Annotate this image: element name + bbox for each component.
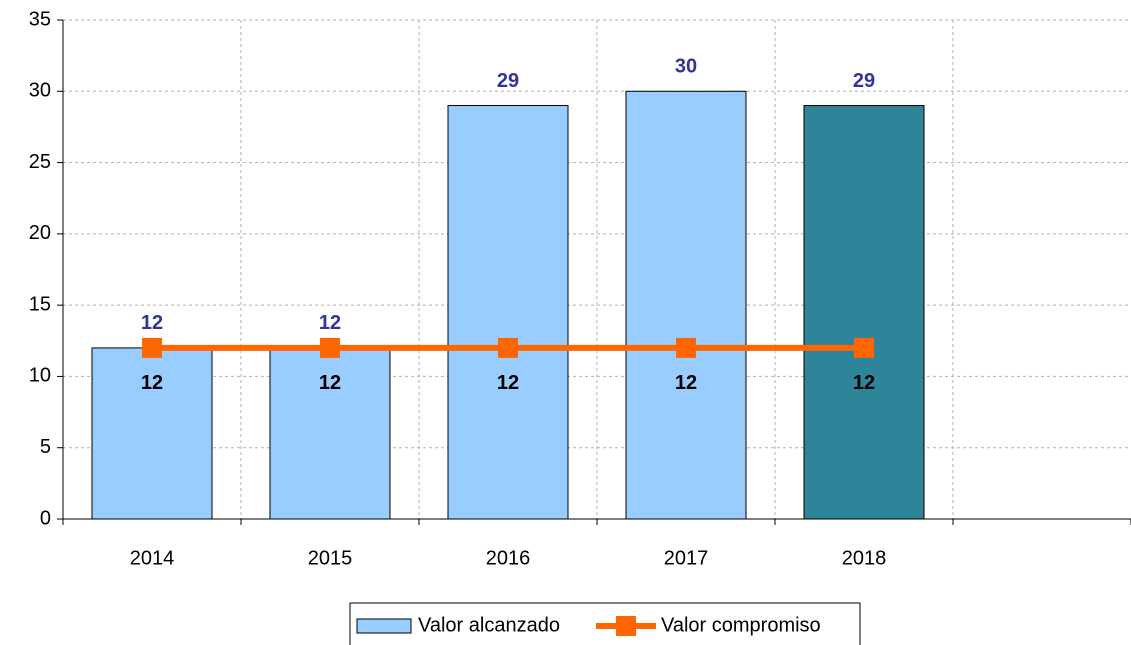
line-marker — [676, 337, 696, 358]
legend-label: Valor alcanzado — [418, 614, 560, 636]
y-tick-label: 25 — [29, 151, 51, 173]
y-tick-label: 10 — [29, 365, 51, 387]
bar-value-label: 29 — [853, 70, 875, 92]
bar — [625, 90, 747, 520]
bar-value-label: 12 — [319, 312, 341, 334]
line-marker — [320, 337, 340, 358]
bar — [269, 347, 391, 520]
legend-swatch — [356, 618, 412, 634]
legend-marker — [616, 616, 636, 636]
x-tick-label: 2017 — [664, 547, 709, 569]
x-tick-label: 2014 — [130, 547, 175, 569]
line-marker — [498, 337, 518, 358]
bar — [803, 105, 925, 520]
y-tick-label: 30 — [29, 80, 51, 102]
line-marker — [142, 337, 162, 358]
x-tick-label: 2016 — [486, 547, 531, 569]
x-tick-label: 2018 — [842, 547, 887, 569]
y-tick-label: 35 — [29, 8, 51, 30]
x-tick-label: 2015 — [308, 547, 353, 569]
line-value-label: 12 — [319, 372, 341, 394]
line-value-label: 12 — [141, 372, 163, 394]
line-value-label: 12 — [497, 372, 519, 394]
y-tick-label: 0 — [40, 507, 51, 529]
line-value-label: 12 — [675, 372, 697, 394]
bar — [447, 105, 569, 520]
legend-label: Valor compromiso — [661, 614, 821, 636]
line-value-label: 12 — [853, 372, 875, 394]
bar — [91, 347, 213, 520]
bar-value-label: 29 — [497, 70, 519, 92]
y-tick-label: 15 — [29, 293, 51, 315]
y-tick-label: 20 — [29, 222, 51, 244]
bar-value-label: 30 — [675, 56, 697, 78]
legend: Valor alcanzado Valor compromiso — [349, 602, 861, 645]
line-marker — [854, 337, 874, 358]
bar-value-label: 12 — [141, 312, 163, 334]
y-tick-label: 5 — [40, 436, 51, 458]
